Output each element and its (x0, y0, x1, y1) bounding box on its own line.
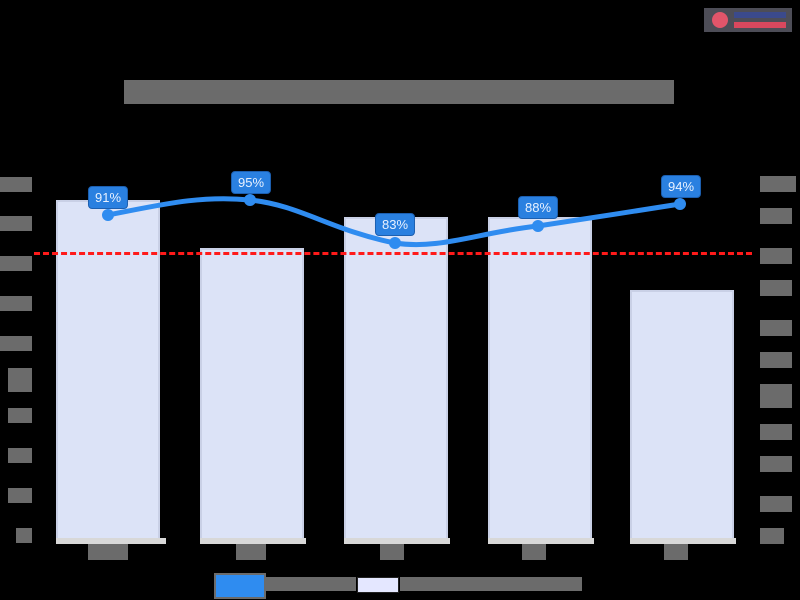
data-label-1: 95% (230, 171, 272, 194)
category-label-1 (236, 544, 266, 560)
legend-swatch-bar[interactable] (357, 577, 399, 593)
legend-swatch-line[interactable] (214, 573, 266, 599)
category-label-2 (380, 544, 404, 560)
category-label-3 (522, 544, 546, 560)
brand-logo (704, 8, 792, 32)
logo-icon (712, 12, 728, 28)
point-3 (532, 220, 544, 232)
data-label-3: 88% (517, 196, 559, 219)
bar-2[interactable] (344, 217, 448, 540)
point-4 (674, 198, 686, 210)
reference-line (34, 252, 752, 255)
point-2 (389, 237, 401, 249)
legend-label-bar[interactable] (400, 577, 582, 591)
category-label-0 (88, 544, 128, 560)
data-label-0: 91% (87, 186, 129, 209)
legend-label-line[interactable] (264, 577, 356, 591)
bar-4[interactable] (630, 290, 734, 540)
data-label-2: 83% (374, 213, 416, 236)
category-label-4 (664, 544, 688, 560)
bar-0[interactable] (56, 200, 160, 540)
bar-1[interactable] (200, 248, 304, 540)
data-label-4: 94% (660, 175, 702, 198)
point-0 (102, 209, 114, 221)
chart-title (124, 80, 674, 104)
point-1 (244, 194, 256, 206)
bar-3[interactable] (488, 217, 592, 540)
